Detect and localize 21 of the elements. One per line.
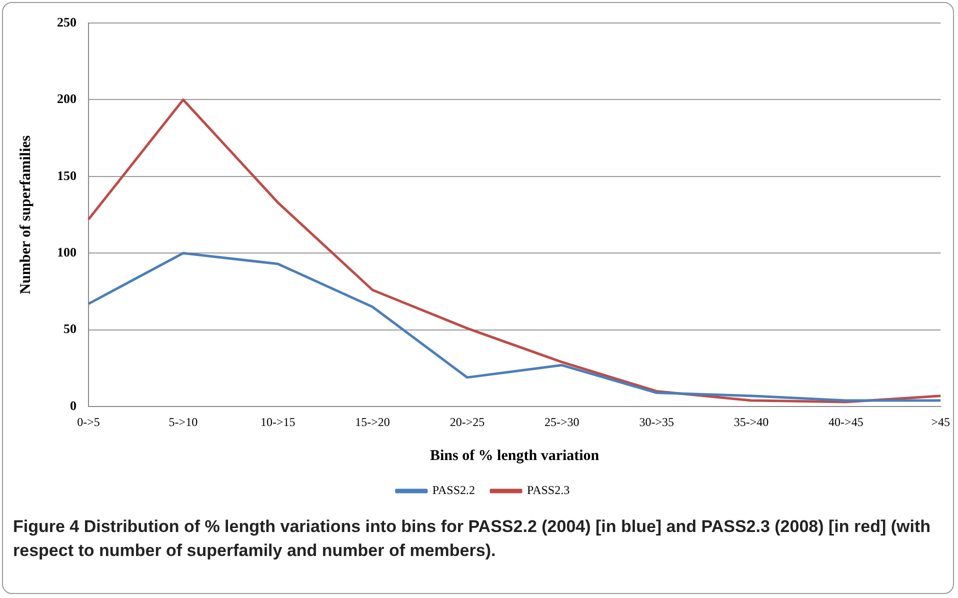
x-tick-label: 0->5 (77, 414, 100, 429)
x-axis-title: Bins of % length variation (430, 448, 600, 464)
caption: Figure 4 Distribution of % length variations into bins for PASS2.2 (2004) [in blue] and PASS2.3 (2008) [in red] (with respect to number of superfamily and number of members). (13, 516, 932, 562)
x-tick-label: 5->10 (168, 414, 198, 429)
y-tick-label: 200 (57, 91, 76, 106)
x-tick-label: >45 (931, 414, 950, 429)
x-tick-label: 15->20 (355, 414, 390, 429)
x-tick-label: 25->30 (544, 414, 580, 429)
x-tick-label: 10->15 (260, 414, 296, 429)
legend-label: PASS2.2 (432, 483, 476, 498)
y-tick-label: 0 (70, 398, 76, 413)
x-tick-label: 35->40 (734, 414, 769, 429)
legend-label: PASS2.3 (527, 483, 570, 498)
y-axis-title: Number of superfamilies (18, 135, 34, 294)
x-tick-label: 30->35 (639, 414, 674, 429)
x-tick-label: 20->25 (450, 414, 485, 429)
x-tick-label: 40->45 (828, 414, 864, 429)
y-tick-label: 50 (64, 321, 76, 336)
y-tick-label: 250 (57, 14, 76, 30)
y-tick-label: 100 (57, 244, 76, 260)
y-tick-label: 150 (57, 168, 76, 183)
